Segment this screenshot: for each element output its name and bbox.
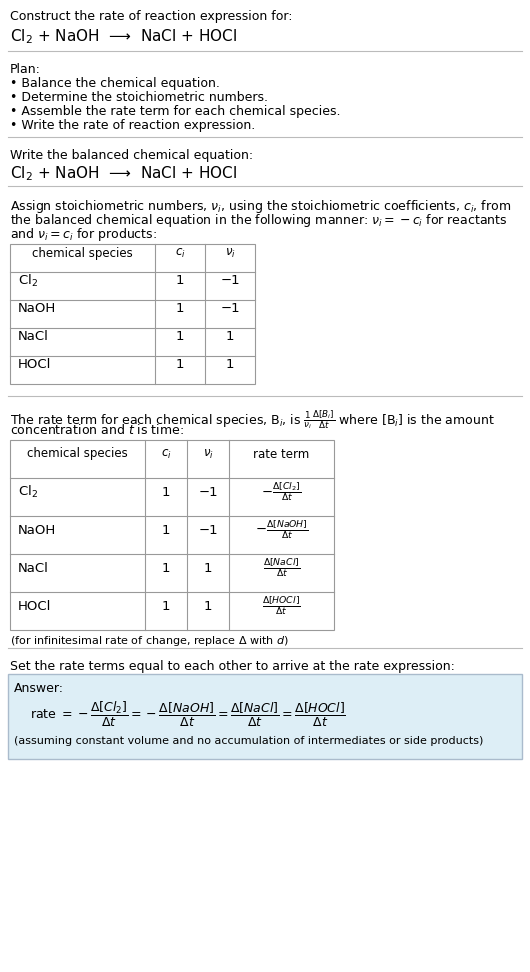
Text: 1: 1 [204,562,212,574]
Text: Cl$_2$ + NaOH  ⟶  NaCl + HOCl: Cl$_2$ + NaOH ⟶ NaCl + HOCl [10,27,237,46]
Bar [10,440,334,630]
Text: −1: −1 [198,524,218,537]
Bar [10,244,255,384]
Text: (assuming constant volume and no accumulation of intermediates or side products): (assuming constant volume and no accumul… [14,736,483,746]
Text: $\frac{\Delta[NaCl]}{\Delta t}$: $\frac{\Delta[NaCl]}{\Delta t}$ [263,557,300,579]
Text: • Balance the chemical equation.: • Balance the chemical equation. [10,77,220,90]
Text: Assign stoichiometric numbers, $\nu_i$, using the stoichiometric coefficients, $: Assign stoichiometric numbers, $\nu_i$, … [10,198,511,215]
Text: $-\frac{\Delta[NaOH]}{\Delta t}$: $-\frac{\Delta[NaOH]}{\Delta t}$ [255,519,308,541]
Text: $c_i$: $c_i$ [161,447,171,461]
Text: 1: 1 [176,274,184,288]
Text: $c_i$: $c_i$ [175,247,186,260]
Text: Cl$_2$ + NaOH  ⟶  NaCl + HOCl: Cl$_2$ + NaOH ⟶ NaCl + HOCl [10,164,237,183]
Text: $\nu_i$: $\nu_i$ [225,247,235,260]
Text: rate $= -\dfrac{\Delta[Cl_2]}{\Delta t} = -\dfrac{\Delta[NaOH]}{\Delta t} = \dfr: rate $= -\dfrac{\Delta[Cl_2]}{\Delta t} … [30,700,346,729]
Text: NaOH: NaOH [18,524,56,537]
Text: NaOH: NaOH [18,302,56,316]
Text: 1: 1 [162,600,170,612]
Text: Set the rate terms equal to each other to arrive at the rate expression:: Set the rate terms equal to each other t… [10,660,455,673]
Text: The rate term for each chemical species, B$_i$, is $\frac{1}{\nu_i}\frac{\Delta[: The rate term for each chemical species,… [10,408,495,431]
Text: rate term: rate term [253,447,310,461]
FancyBboxPatch shape [8,674,522,759]
Text: 1: 1 [176,330,184,343]
Text: • Assemble the rate term for each chemical species.: • Assemble the rate term for each chemic… [10,105,340,118]
Text: Construct the rate of reaction expression for:: Construct the rate of reaction expressio… [10,10,293,23]
Text: −1: −1 [220,274,240,288]
Text: • Determine the stoichiometric numbers.: • Determine the stoichiometric numbers. [10,91,268,104]
Text: $\nu_i$: $\nu_i$ [202,447,214,461]
Text: chemical species: chemical species [27,447,128,461]
Text: 1: 1 [162,562,170,574]
Text: 1: 1 [226,330,234,343]
Text: and $\nu_i = c_i$ for products:: and $\nu_i = c_i$ for products: [10,226,157,243]
Text: −1: −1 [198,485,218,499]
Text: 1: 1 [162,524,170,537]
Text: Cl$_2$: Cl$_2$ [18,273,38,289]
Text: Plan:: Plan: [10,63,41,76]
Text: Answer:: Answer: [14,682,64,695]
Text: the balanced chemical equation in the following manner: $\nu_i = -c_i$ for react: the balanced chemical equation in the fo… [10,212,508,229]
Text: (for infinitesimal rate of change, replace Δ with $d$): (for infinitesimal rate of change, repla… [10,634,289,648]
Text: $-\frac{\Delta[Cl_2]}{\Delta t}$: $-\frac{\Delta[Cl_2]}{\Delta t}$ [261,480,302,503]
Text: Cl$_2$: Cl$_2$ [18,484,38,500]
Text: concentration and $t$ is time:: concentration and $t$ is time: [10,423,184,437]
Text: HOCl: HOCl [18,359,51,371]
Text: HOCl: HOCl [18,600,51,612]
Text: 1: 1 [162,485,170,499]
Text: NaCl: NaCl [18,330,49,343]
Text: −1: −1 [220,302,240,316]
Text: 1: 1 [204,600,212,612]
Text: NaCl: NaCl [18,562,49,574]
Text: Write the balanced chemical equation:: Write the balanced chemical equation: [10,149,253,162]
Text: • Write the rate of reaction expression.: • Write the rate of reaction expression. [10,119,255,132]
Text: 1: 1 [226,359,234,371]
Text: chemical species: chemical species [32,247,133,260]
Text: 1: 1 [176,302,184,316]
Text: 1: 1 [176,359,184,371]
Text: $\frac{\Delta[HOCl]}{\Delta t}$: $\frac{\Delta[HOCl]}{\Delta t}$ [262,595,301,617]
